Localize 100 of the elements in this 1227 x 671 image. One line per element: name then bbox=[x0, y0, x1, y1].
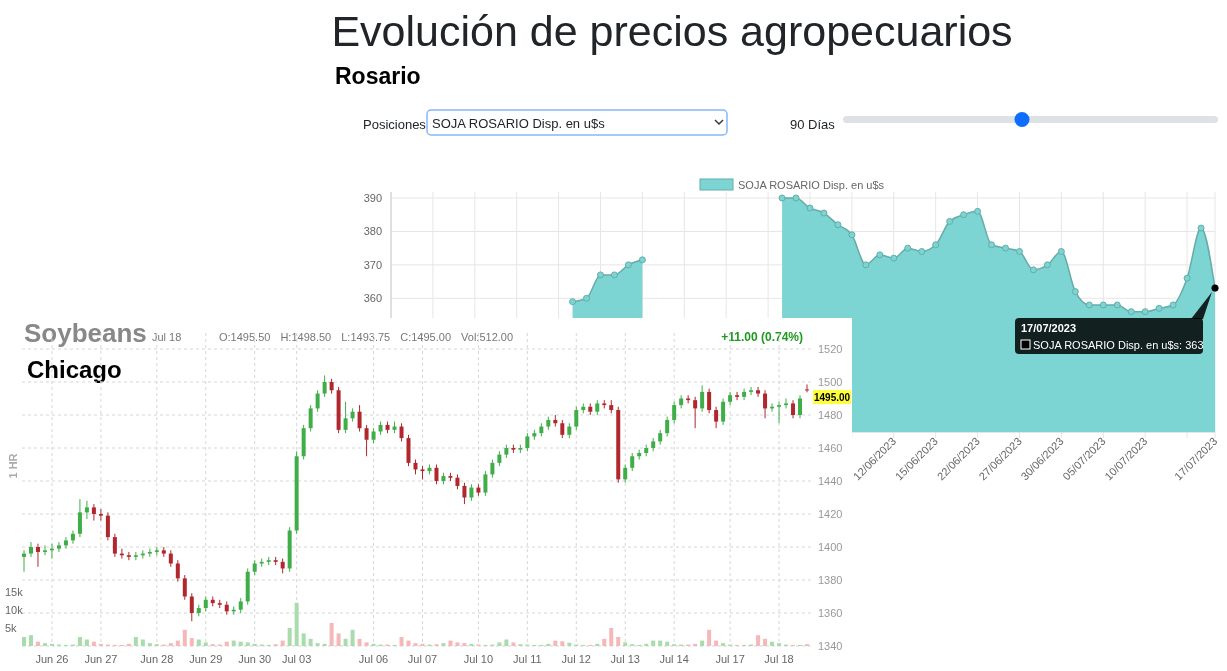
point bbox=[1127, 308, 1135, 316]
bar bbox=[42, 643, 47, 646]
candlestick bbox=[630, 452, 635, 472]
text: Posiciones bbox=[363, 117, 427, 132]
x-tick-label: Jun 27 bbox=[84, 653, 118, 665]
candlestick bbox=[672, 401, 677, 424]
point bbox=[1029, 266, 1037, 274]
x-tick-label: Jun 29 bbox=[189, 653, 223, 665]
candlestick bbox=[434, 464, 439, 485]
x-tick-label: Jul 12 bbox=[561, 653, 591, 665]
candlestick bbox=[749, 386, 754, 396]
point bbox=[792, 194, 800, 202]
point bbox=[946, 217, 954, 225]
candlestick bbox=[105, 511, 110, 541]
bar bbox=[777, 643, 782, 646]
bar bbox=[399, 637, 404, 646]
candlestick bbox=[22, 549, 26, 573]
point bbox=[624, 261, 632, 269]
bar bbox=[651, 640, 656, 646]
bar bbox=[511, 642, 516, 646]
candlestick bbox=[28, 541, 33, 558]
bar bbox=[22, 637, 26, 646]
bar bbox=[714, 640, 719, 646]
point bbox=[1197, 224, 1205, 232]
y-tick-label: 1440 bbox=[818, 475, 843, 487]
y-tick-label: 5k bbox=[5, 622, 18, 634]
point bbox=[1057, 247, 1065, 255]
candlestick bbox=[98, 508, 103, 522]
x-tick-label: Jun 26 bbox=[35, 653, 69, 665]
bar bbox=[567, 642, 572, 646]
bar bbox=[616, 637, 621, 646]
candlestick bbox=[189, 592, 194, 622]
bar bbox=[196, 639, 201, 646]
y-tick-label: 1340 bbox=[818, 640, 843, 652]
bar bbox=[448, 640, 453, 646]
bar bbox=[168, 643, 173, 646]
bar bbox=[77, 637, 82, 646]
bar bbox=[301, 633, 306, 646]
annotation: O:1495.50 H:1498.50 L:1493.75 C:1495.00 Vol:512.00 bbox=[219, 331, 514, 343]
bar bbox=[497, 642, 502, 646]
candlestick bbox=[560, 419, 565, 439]
bar bbox=[707, 629, 712, 646]
candlestick bbox=[133, 551, 138, 561]
candlestick bbox=[490, 459, 495, 479]
y-tick-label: 1460 bbox=[818, 442, 843, 454]
bar bbox=[231, 640, 236, 646]
y-tick-label: 1480 bbox=[818, 409, 843, 421]
bar bbox=[560, 641, 565, 646]
bar bbox=[238, 641, 243, 646]
candlestick bbox=[693, 396, 698, 429]
candlestick bbox=[315, 389, 320, 413]
x-tick-label: Jul 13 bbox=[610, 653, 640, 665]
y-tick-label: 1380 bbox=[818, 574, 843, 586]
bar bbox=[147, 643, 152, 646]
x-tick-label: Jul 10 bbox=[463, 653, 494, 665]
bar bbox=[91, 641, 96, 646]
point bbox=[988, 241, 996, 249]
point bbox=[610, 271, 618, 279]
candlestick bbox=[483, 470, 488, 497]
point bbox=[904, 244, 912, 252]
point bbox=[806, 204, 814, 212]
x-tick-label: Jul 06 bbox=[358, 653, 389, 665]
y-tick-label: 370 bbox=[363, 258, 382, 271]
point bbox=[1015, 247, 1023, 255]
bar bbox=[35, 641, 40, 646]
point bbox=[1043, 261, 1051, 269]
candlestick bbox=[308, 404, 313, 432]
bar bbox=[609, 628, 614, 646]
candlestick bbox=[707, 388, 712, 414]
candlestick bbox=[56, 541, 61, 553]
candlestick bbox=[175, 559, 180, 583]
bar bbox=[336, 633, 341, 646]
bar bbox=[602, 638, 607, 646]
point bbox=[1169, 301, 1177, 309]
bar bbox=[406, 640, 411, 646]
chart-subtitle: Chicago bbox=[27, 356, 122, 383]
text: SOJA ROSARIO Disp. en u$s bbox=[432, 116, 606, 131]
candlestick bbox=[700, 384, 705, 413]
y-tick-label: 1400 bbox=[818, 541, 843, 553]
bar bbox=[84, 639, 89, 646]
candlestick bbox=[126, 551, 131, 561]
chart-title: Evolución de precios agropecuarios bbox=[331, 7, 1013, 55]
point bbox=[638, 256, 646, 264]
candlestick bbox=[77, 498, 82, 538]
point bbox=[932, 241, 940, 249]
y-axis-title: 1 HR bbox=[7, 453, 19, 479]
candlestick bbox=[112, 533, 117, 558]
annotation: 17/07/2023 SOJA ROSARIO Disp. en u$s: 363 bbox=[1021, 322, 1204, 351]
candlestick bbox=[343, 401, 348, 434]
point bbox=[960, 211, 968, 219]
candlestick bbox=[777, 401, 782, 424]
bar bbox=[364, 642, 369, 646]
candlestick bbox=[623, 464, 628, 484]
candlestick bbox=[42, 544, 47, 556]
x-tick-label: Jul 18 bbox=[764, 653, 794, 665]
bar bbox=[658, 640, 663, 646]
text: 90 Días bbox=[790, 117, 836, 132]
bar bbox=[140, 639, 145, 646]
candlestick bbox=[714, 406, 719, 429]
bar bbox=[504, 639, 509, 646]
